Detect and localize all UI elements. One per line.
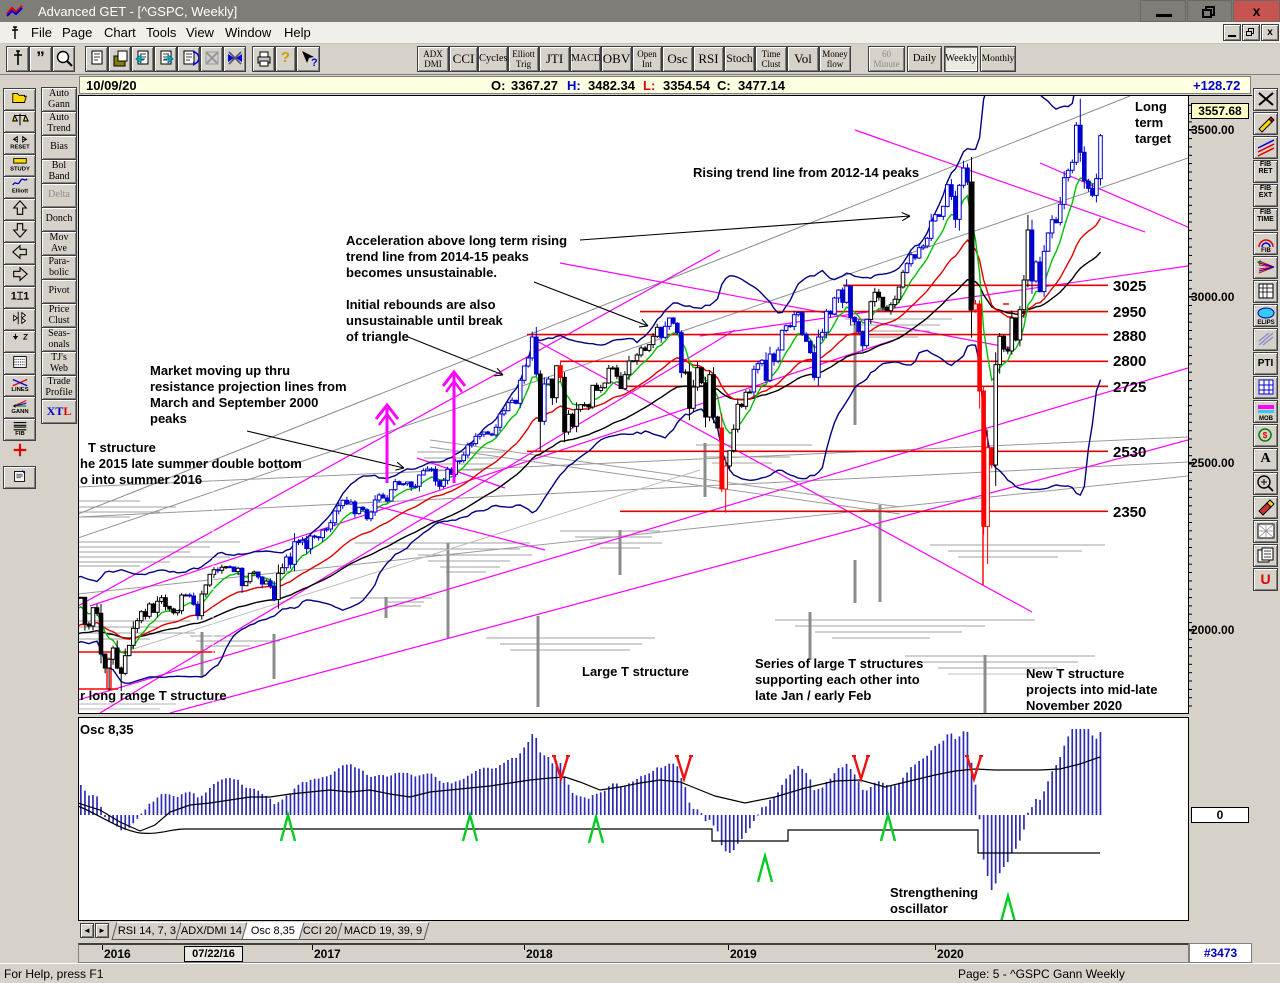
svg-text:Elliott: Elliott <box>11 188 27 194</box>
svg-text:2350: 2350 <box>1113 504 1146 521</box>
svg-text:2950: 2950 <box>1113 304 1146 321</box>
svg-text:1⌶1: 1⌶1 <box>10 291 28 303</box>
svg-text:of triangle: of triangle <box>346 329 409 344</box>
svg-text:ELIPS: ELIPS <box>1257 320 1274 325</box>
svg-text:peaks: peaks <box>150 411 187 426</box>
svg-text:term: term <box>1135 115 1163 130</box>
svg-text:trend line from 2014-15 peaks: trend line from 2014-15 peaks <box>346 249 529 264</box>
svg-text:November 2020: November 2020 <box>1026 698 1122 713</box>
svg-text:Large T structure: Large T structure <box>582 664 689 679</box>
svg-text:Series of large T structures: Series of large T structures <box>755 656 923 671</box>
svg-text:New T structure: New T structure <box>1026 666 1124 681</box>
svg-text:Osc 8,35: Osc 8,35 <box>80 722 134 737</box>
svg-text:Market moving up thru: Market moving up thru <box>150 363 290 378</box>
svg-text:T structure: T structure <box>88 440 156 455</box>
svg-text:2530: 2530 <box>1113 444 1146 461</box>
svg-text:he 2015 late summer double bot: he 2015 late summer double bottom <box>80 456 302 471</box>
svg-text:becomes unsustainable.: becomes unsustainable. <box>346 265 497 280</box>
svg-text:$: $ <box>1262 431 1267 440</box>
svg-text:projects into mid-late: projects into mid-late <box>1026 682 1157 697</box>
svg-text:late Jan / early Feb: late Jan / early Feb <box>755 688 871 703</box>
svg-text:GANN: GANN <box>11 409 28 415</box>
svg-text:supporting each other into: supporting each other into <box>755 672 920 687</box>
svg-text:o into summer 2016: o into summer 2016 <box>80 472 202 487</box>
svg-text:RESET: RESET <box>10 144 30 150</box>
svg-text:unsustainable until break: unsustainable until break <box>346 313 504 328</box>
svg-text:Long: Long <box>1135 99 1167 114</box>
svg-text:2800: 2800 <box>1113 353 1146 370</box>
svg-text:3025: 3025 <box>1113 278 1146 295</box>
svg-text:2725: 2725 <box>1113 379 1146 396</box>
svg-text:oscillator: oscillator <box>890 901 948 916</box>
svg-text:March and September 2000: March and September 2000 <box>150 395 318 410</box>
svg-text:Rising trend line from 2012-14: Rising trend line from 2012-14 peaks <box>693 165 919 180</box>
svg-text:Initial rebounds are also: Initial rebounds are also <box>346 297 496 312</box>
svg-text:r long range T structure: r long range T structure <box>80 688 227 703</box>
svg-text:Acceleration above long term r: Acceleration above long term rising <box>346 233 567 248</box>
svg-text:STUDY: STUDY <box>10 166 30 172</box>
svg-text:target: target <box>1135 131 1172 146</box>
svg-text:Strengthening: Strengthening <box>890 885 978 900</box>
svg-text:FIB: FIB <box>1261 248 1271 253</box>
svg-text:MOB: MOB <box>1259 416 1274 421</box>
svg-text:?: ? <box>311 57 318 69</box>
svg-text:2880: 2880 <box>1113 328 1146 345</box>
svg-text:LINES: LINES <box>11 387 28 393</box>
svg-text:resistance projection lines fr: resistance projection lines from <box>150 379 347 394</box>
svg-text:FIB: FIB <box>15 431 24 437</box>
